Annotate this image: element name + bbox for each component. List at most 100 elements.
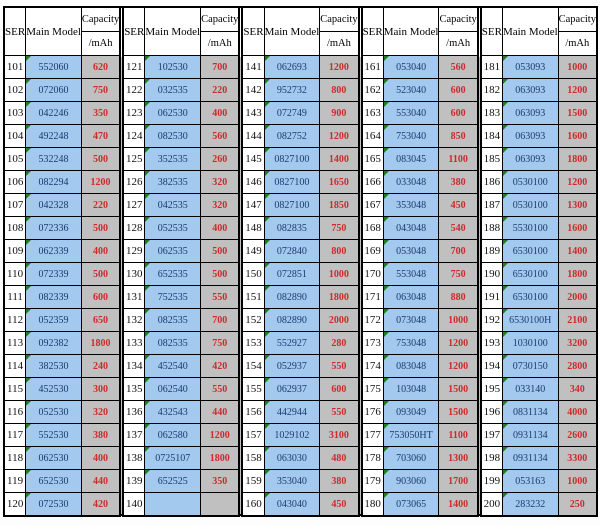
- green-corner-flag-icon: [26, 102, 32, 107]
- green-corner-flag-icon: [503, 148, 508, 153]
- green-corner-flag-icon: [26, 401, 32, 406]
- table-row: 191 6530100 2000: [480, 285, 598, 309]
- green-corner-flag-icon: [503, 171, 508, 176]
- model-cell: 652535: [144, 262, 202, 286]
- capacity-cell: 1850: [319, 193, 360, 217]
- model-cell: 042328: [25, 193, 82, 217]
- model-text: 442944: [276, 406, 307, 418]
- table-row: 156 442944 550: [241, 400, 360, 424]
- model-text: 063093: [515, 107, 546, 119]
- model-cell: 072851: [263, 262, 321, 286]
- model-text: 062937: [276, 383, 307, 395]
- ser-cell: 193: [480, 331, 503, 355]
- table-row: 134 452540 420: [122, 354, 240, 378]
- model-text: 043048: [396, 222, 427, 234]
- ser-cell: 127: [122, 193, 146, 217]
- model-cell: 102530: [144, 55, 202, 79]
- table-row: 112 052359 650: [3, 308, 121, 332]
- green-corner-flag-icon: [265, 148, 270, 153]
- capacity-cell: 440: [80, 469, 121, 493]
- table-row: 122 032535 220: [122, 78, 240, 102]
- table-row: 196 0831134 4000: [480, 400, 598, 424]
- model-text: 523040: [396, 84, 427, 96]
- table-row: 132 082535 700: [122, 308, 240, 332]
- green-corner-flag-icon: [145, 263, 151, 268]
- model-text: 042328: [38, 199, 69, 211]
- model-cell: 352535: [144, 147, 202, 171]
- ser-cell: 128: [122, 216, 146, 240]
- capacity-unit-header: /mAh: [319, 31, 360, 56]
- capacity-cell: 1000: [557, 55, 598, 79]
- ser-cell: 150: [241, 262, 265, 286]
- green-corner-flag-icon: [503, 493, 508, 498]
- green-corner-flag-icon: [145, 424, 151, 429]
- table-row: 115 452530 300: [3, 377, 121, 401]
- ser-cell: 183: [480, 101, 503, 125]
- capacity-cell: 1200: [80, 170, 121, 194]
- model-text: 052359: [38, 314, 69, 326]
- ser-cell: 165: [361, 147, 384, 171]
- model-text: 062530: [157, 107, 188, 119]
- ser-cell: 194: [480, 354, 503, 378]
- model-cell: 042246: [25, 101, 82, 125]
- model-cell: 082339: [25, 285, 82, 309]
- model-text: 052535: [157, 222, 188, 234]
- table-row: 133 082535 750: [122, 331, 240, 355]
- table-row: 136 432543 440: [122, 400, 240, 424]
- green-corner-flag-icon: [503, 125, 508, 130]
- green-corner-flag-icon: [265, 470, 270, 475]
- capacity-column-header: Capacity: [200, 6, 240, 32]
- ser-column-header: SER: [480, 6, 503, 56]
- table-row: 137 062580 1200: [122, 423, 240, 447]
- ser-cell: 190: [480, 262, 503, 286]
- capacity-cell: 380: [319, 469, 360, 493]
- table-row: 127 042535 320: [122, 193, 240, 217]
- table-row: 108 072336 500: [3, 216, 121, 240]
- model-cell: 1029102: [263, 423, 321, 447]
- model-cell: 073048: [382, 308, 440, 332]
- capacity-cell: 1800: [80, 331, 121, 355]
- table-row: 154 052937 550: [241, 354, 360, 378]
- ser-cell: 174: [361, 354, 384, 378]
- model-cell: 0931134: [501, 423, 559, 447]
- ser-cell: 118: [3, 446, 27, 470]
- capacity-column-header: Capacity: [80, 6, 121, 32]
- capacity-cell: 1200: [319, 55, 360, 79]
- model-cell: 1030100: [501, 331, 559, 355]
- capacity-cell: 700: [438, 239, 479, 263]
- green-corner-flag-icon: [265, 493, 270, 498]
- model-text: 033048: [396, 176, 427, 188]
- table-row: 179 903060 1700: [361, 469, 479, 493]
- model-text: 082535: [157, 337, 188, 349]
- model-text: 062580: [157, 429, 188, 441]
- table-row: 138 0725107 1800: [122, 446, 240, 470]
- table-row: 152 082890 2000: [241, 308, 360, 332]
- model-text: 072840: [276, 245, 307, 257]
- ser-cell: 129: [122, 239, 146, 263]
- green-corner-flag-icon: [384, 217, 389, 222]
- table-row: 184 063093 1600: [480, 124, 598, 148]
- model-cell: 053048: [382, 239, 440, 263]
- ser-cell: 145: [241, 147, 265, 171]
- column-spacer: [359, 6, 361, 516]
- green-corner-flag-icon: [26, 171, 32, 176]
- table-header: SER Main Model Capacity /mAh: [361, 6, 479, 56]
- table-header: SER Main Model Capacity /mAh: [480, 6, 598, 56]
- model-cell: 072749: [263, 101, 321, 125]
- table-row: 169 053048 700: [361, 239, 479, 263]
- model-cell: 523040: [382, 78, 440, 102]
- ser-cell: 134: [122, 354, 146, 378]
- model-text: 353048: [396, 199, 427, 211]
- green-corner-flag-icon: [145, 217, 151, 222]
- model-cell: 553048: [382, 262, 440, 286]
- ser-cell: 114: [3, 354, 27, 378]
- capacity-unit-header: /mAh: [80, 31, 121, 56]
- model-cell: 072530: [25, 492, 82, 517]
- table-row: 159 353040 380: [241, 469, 360, 493]
- model-text: 073065: [396, 498, 427, 510]
- capacity-cell: 480: [319, 446, 360, 470]
- model-text: 6530100: [512, 245, 548, 257]
- green-corner-flag-icon: [384, 424, 389, 429]
- model-text: 753050HT: [389, 429, 433, 441]
- table-row: 123 062530 400: [122, 101, 240, 125]
